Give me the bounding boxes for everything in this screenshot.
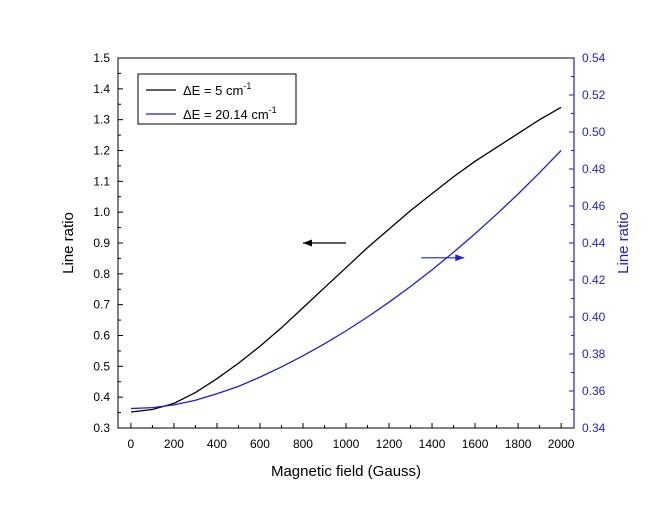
y-left-tick-label: 0.3 [93,421,110,435]
y-left-tick-label: 0.8 [93,267,110,281]
y-left-axis-title: Line ratio [60,212,77,274]
x-tick-label: 2000 [548,437,575,451]
y-right-tick-label: 0.38 [582,347,606,361]
y-right-ticks: 0.34 0.36 0.38 0.40 0.42 0.44 0.46 0.48 0.50 0.52… [569,51,606,435]
annotation-arrow-head [302,239,312,247]
x-tick-label: 400 [207,437,227,451]
y-right-tick-label: 0.44 [582,236,606,250]
x-tick-label: 1200 [376,437,403,451]
y-left-tick-label: 0.9 [93,236,110,250]
x-tick-label: 600 [250,437,270,451]
x-tick-label: 1600 [462,437,489,451]
x-tick-label: 1000 [333,437,360,451]
y-right-axis-title: Line ratio [615,212,632,274]
x-tick-label: 0 [128,437,135,451]
y-right-tick-label: 0.36 [582,384,606,398]
y-left-tick-label: 1.0 [93,205,110,219]
legend: ΔE = 5 cm-1 ΔE = 20.14 cm-1 [137,73,297,125]
y-right-tick-label: 0.52 [582,88,606,102]
y-left-tick-label: 1.1 [93,174,110,188]
x-tick-label: 1400 [419,437,446,451]
annotation-arrow-head [455,254,465,262]
x-tick-label: 200 [164,437,184,451]
y-left-tick-label: 0.5 [93,359,110,373]
y-left-tick-label: 0.7 [93,298,110,312]
legend-label-series-2: ΔE = 20.14 cm-1 [183,105,277,122]
y-left-tick-label: 0.4 [93,390,110,404]
y-left-tick-label: 1.4 [93,82,110,96]
legend-label-series-1: ΔE = 5 cm-1 [183,81,251,98]
y-right-tick-label: 0.50 [582,125,606,139]
annotations [302,239,465,262]
y-right-tick-label: 0.46 [582,199,606,213]
y-right-tick-label: 0.54 [582,51,606,65]
legend-box [137,73,297,125]
y-left-tick-label: 1.3 [93,113,110,127]
y-right-tick-label: 0.48 [582,162,606,176]
y-right-tick-label: 0.42 [582,273,606,287]
y-left-tick-label: 1.5 [93,51,110,65]
y-left-tick-label: 1.2 [93,144,110,158]
x-axis-title: Magnetic field (Gauss) [271,463,421,480]
x-ticks: 0 200 400 600 800 1000 1200 1400 1600 1800 2000 [128,423,575,451]
y-left-tick-label: 0.6 [93,329,110,343]
x-tick-label: 800 [293,437,313,451]
x-tick-label: 1800 [505,437,532,451]
y-left-ticks: 0.3 0.4 0.5 0.6 0.7 0.8 0.9 1.0 1.1 1.2 1.3 1.4 1.5 [93,51,123,435]
series-line-delta-e-20-14 [130,150,562,410]
y-right-tick-label: 0.40 [582,310,606,324]
series-line-delta-e-5 [130,106,562,413]
y-right-tick-label: 0.34 [582,421,606,435]
